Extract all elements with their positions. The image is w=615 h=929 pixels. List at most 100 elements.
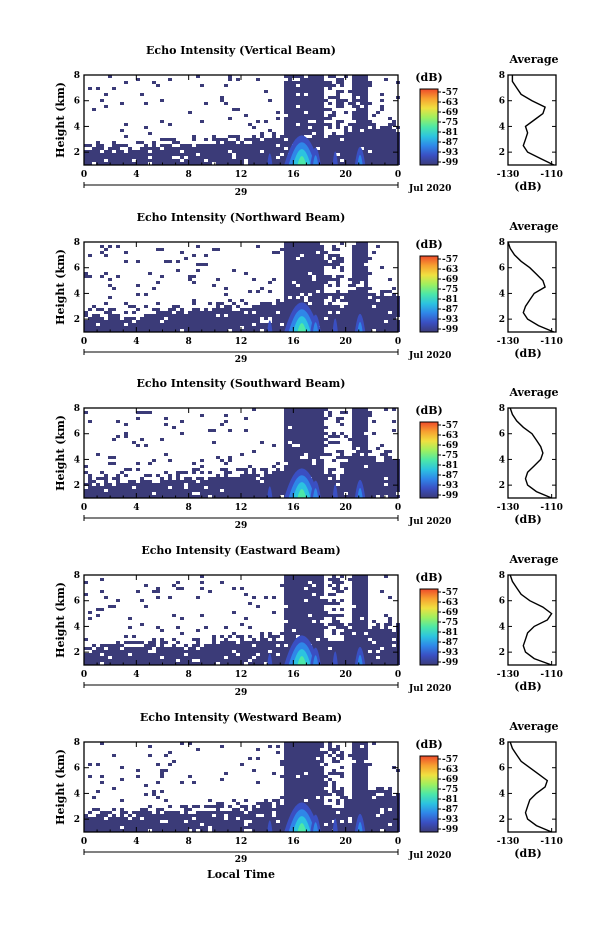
x-tick-label: 4 [133, 503, 139, 513]
panel-title: Echo Intensity (Southward Beam) [137, 377, 346, 390]
day-label: 29 [235, 855, 248, 865]
avg-x-axis-label: (dB) [514, 680, 541, 693]
colorbar-tick-label: -93 [442, 481, 458, 491]
colorbar-tick-label: -87 [442, 138, 458, 148]
avg-x-tick-label: -110 [540, 837, 563, 847]
avg-y-tick-label: 4 [499, 622, 505, 632]
average-frame [507, 407, 557, 499]
y-tick-label: 4 [74, 455, 80, 465]
avg-y-tick-label: 2 [499, 315, 505, 325]
colorbar-tick-label: -63 [442, 98, 458, 108]
panel-title: Echo Intensity (Northward Beam) [137, 211, 346, 224]
average-title: Average [508, 220, 558, 233]
rain-echo [332, 151, 338, 165]
y-axis-label: Height (km) [54, 582, 67, 658]
colorbar-tick-label: -57 [442, 255, 458, 265]
y-axis-label: Height (km) [54, 749, 67, 825]
date-label: Jul 2020 [408, 184, 451, 194]
day-label: 29 [235, 688, 248, 698]
y-tick-label: 4 [74, 289, 80, 299]
average-title: Average [508, 720, 558, 733]
average-profile-line [511, 75, 555, 166]
rain-echo [357, 321, 363, 332]
average-frame [507, 574, 557, 666]
rain-echo [357, 654, 363, 665]
colorbar-tick-label: -81 [442, 628, 458, 638]
avg-x-tick-label: -110 [540, 503, 563, 513]
colorbar-tick-label: -81 [442, 461, 458, 471]
panel-title: Echo Intensity (Eastward Beam) [141, 544, 340, 557]
x-tick-label: 16 [287, 503, 300, 513]
day-label: 29 [235, 355, 248, 365]
colorbar-tick-label: -87 [442, 471, 458, 481]
rain-echo [267, 486, 273, 498]
y-tick-label: 4 [74, 789, 80, 799]
rain-echo [267, 653, 273, 665]
colorbar-tick-label: -69 [442, 108, 458, 118]
day-label: 29 [235, 188, 248, 198]
colorbar-tick-label: -93 [442, 815, 458, 825]
y-tick-label: 2 [74, 148, 80, 158]
x-tick-label: 0 [395, 670, 401, 680]
y-axis-label: Height (km) [54, 415, 67, 491]
x-tick-label: 12 [235, 337, 248, 347]
avg-x-tick-label: -110 [540, 170, 563, 180]
panel-title: Echo Intensity (Westward Beam) [140, 711, 342, 724]
avg-y-tick-label: 2 [499, 148, 505, 158]
y-axis-label: Height (km) [54, 82, 67, 158]
colorbar-tick-label: -63 [442, 265, 458, 275]
rain-echo [267, 320, 273, 332]
panel-2: Echo Intensity (Southward Beam) 2 4 6 8 Heigh… [54, 377, 563, 531]
colorbar-tick-label: -57 [442, 755, 458, 765]
rain-echo [332, 651, 338, 665]
x-tick-label: 20 [339, 503, 352, 513]
date-label: Jul 2020 [408, 851, 451, 861]
x-tick-label: 20 [339, 170, 352, 180]
rain-echo [312, 822, 319, 832]
y-tick-label: 6 [74, 597, 80, 607]
colorbar-tick-label: -99 [442, 658, 458, 668]
x-tick-label: 0 [81, 503, 87, 513]
colorbar-tick-label: -57 [442, 588, 458, 598]
avg-x-tick-label: -130 [497, 337, 520, 347]
avg-x-tick-label: -130 [497, 670, 520, 680]
avg-x-tick-label: -130 [497, 503, 520, 513]
colorbar-tick-label: -93 [442, 315, 458, 325]
average-title: Average [508, 53, 558, 66]
x-tick-label: 8 [186, 337, 192, 347]
y-tick-label: 8 [74, 404, 80, 414]
colorbar-tick-label: -75 [442, 451, 458, 461]
avg-x-axis-label: (dB) [514, 847, 541, 860]
x-tick-label: 0 [81, 670, 87, 680]
panel-0: Echo Intensity (Vertical Beam) 2 4 6 8 Height… [54, 44, 563, 198]
x-tick-label: 0 [395, 503, 401, 513]
colorbar-label: (dB) [415, 71, 442, 84]
colorbar-tick-label: -93 [442, 648, 458, 658]
avg-y-tick-label: 2 [499, 815, 505, 825]
colorbar-tick-label: -99 [442, 158, 458, 168]
y-tick-label: 8 [74, 71, 80, 81]
x-tick-label: 8 [186, 503, 192, 513]
average-title: Average [508, 553, 558, 566]
colorbar-tick-label: -99 [442, 491, 458, 501]
avg-y-tick-label: 8 [499, 571, 505, 581]
heatmap-cells [84, 75, 400, 165]
x-tick-label: 8 [186, 670, 192, 680]
rain-echo [297, 489, 307, 498]
heatmap-cells [84, 408, 400, 498]
avg-y-tick-label: 2 [499, 481, 505, 491]
heatmap-cells [84, 742, 400, 832]
panel-title: Echo Intensity (Vertical Beam) [146, 44, 336, 57]
colorbar [419, 421, 439, 499]
colorbar-tick-label: -81 [442, 795, 458, 805]
y-tick-label: 6 [74, 764, 80, 774]
y-axis-label: Height (km) [54, 249, 67, 325]
x-tick-label: 16 [287, 670, 300, 680]
colorbar [419, 88, 439, 166]
colorbar-tick-label: -75 [442, 785, 458, 795]
colorbar-tick-label: -57 [442, 88, 458, 98]
y-tick-label: 8 [74, 238, 80, 248]
x-tick-label: 12 [235, 503, 248, 513]
avg-y-tick-label: 8 [499, 71, 505, 81]
x-tick-label: 20 [339, 670, 352, 680]
